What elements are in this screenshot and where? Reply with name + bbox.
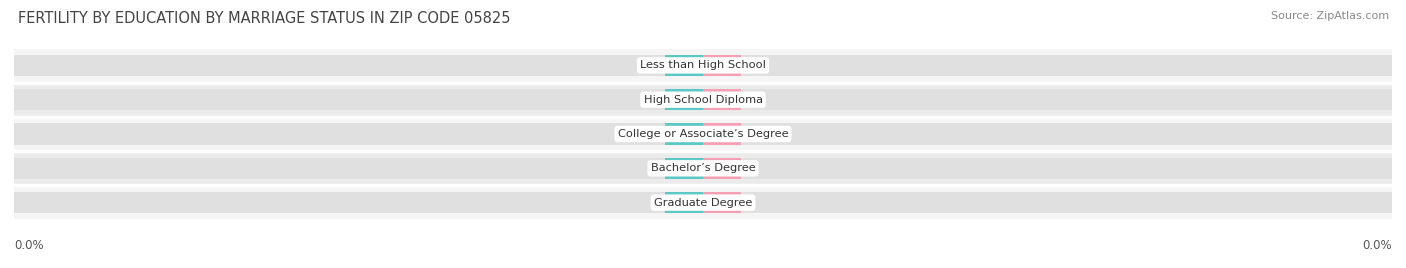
Bar <box>14 55 1392 76</box>
Text: 0.0%: 0.0% <box>707 95 737 105</box>
Text: 0.0%: 0.0% <box>707 129 737 139</box>
Text: 0.0%: 0.0% <box>1362 239 1392 252</box>
Text: Bachelor’s Degree: Bachelor’s Degree <box>651 163 755 173</box>
Bar <box>14 118 1392 150</box>
Bar <box>665 89 703 110</box>
Text: High School Diploma: High School Diploma <box>644 95 762 105</box>
Bar <box>703 55 741 76</box>
Text: Source: ZipAtlas.com: Source: ZipAtlas.com <box>1271 11 1389 21</box>
Bar <box>703 192 741 213</box>
Text: 0.0%: 0.0% <box>669 60 699 70</box>
Text: 0.0%: 0.0% <box>669 95 699 105</box>
Text: 0.0%: 0.0% <box>669 129 699 139</box>
Bar <box>665 158 703 179</box>
Text: Less than High School: Less than High School <box>640 60 766 70</box>
Bar <box>665 123 703 145</box>
Bar <box>14 152 1392 185</box>
Text: 0.0%: 0.0% <box>707 198 737 208</box>
Bar <box>14 83 1392 116</box>
Text: 0.0%: 0.0% <box>707 163 737 173</box>
Bar <box>14 192 1392 213</box>
Bar <box>14 158 1392 179</box>
Text: 0.0%: 0.0% <box>707 60 737 70</box>
Text: College or Associate’s Degree: College or Associate’s Degree <box>617 129 789 139</box>
Bar <box>14 123 1392 145</box>
Bar <box>703 158 741 179</box>
Bar <box>665 55 703 76</box>
Bar <box>14 89 1392 110</box>
Bar <box>703 123 741 145</box>
Bar <box>665 192 703 213</box>
Text: 0.0%: 0.0% <box>14 239 44 252</box>
Bar <box>14 49 1392 82</box>
Bar <box>703 89 741 110</box>
Text: Graduate Degree: Graduate Degree <box>654 198 752 208</box>
Bar <box>14 186 1392 219</box>
Text: FERTILITY BY EDUCATION BY MARRIAGE STATUS IN ZIP CODE 05825: FERTILITY BY EDUCATION BY MARRIAGE STATU… <box>18 11 510 26</box>
Text: 0.0%: 0.0% <box>669 163 699 173</box>
Text: 0.0%: 0.0% <box>669 198 699 208</box>
